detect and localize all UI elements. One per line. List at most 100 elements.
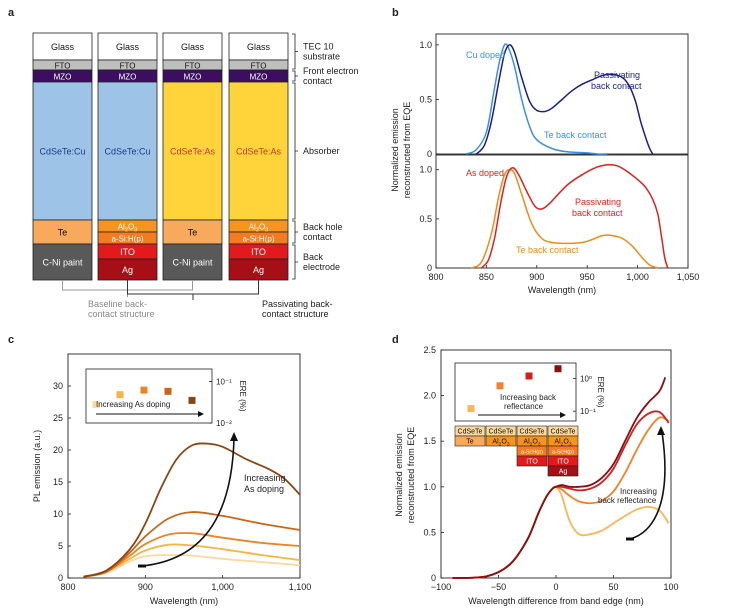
axes-frame (435, 154, 689, 269)
mini-stack-layer (454, 435, 486, 447)
mini-stack-label: CdSeTe (458, 429, 483, 436)
series-label: Te back contact (544, 130, 607, 140)
mini-stack-label: Te (466, 439, 474, 446)
stack-layer (32, 81, 93, 221)
y-axis-label: reconstructed from EQE (402, 102, 412, 199)
series-line (83, 511, 301, 578)
stack-layer-label: CdSeTe:As (236, 147, 282, 157)
series-line (83, 554, 301, 578)
stack-layer (162, 32, 223, 61)
y-tick-label: 5 (58, 541, 63, 551)
stack-layer-label: FTO (185, 62, 201, 71)
series-label: Passivating (575, 197, 621, 207)
panel-a: Glass FTO MZO CdSeTe:Cu Te C-Ni paint Glass FTO… (32, 32, 359, 319)
stack-layer-label: Al2O3 (118, 223, 138, 234)
x-tick-label: 1,000 (626, 272, 649, 282)
x-tick-label: 950 (580, 272, 595, 282)
arrow-curve (629, 431, 666, 540)
x-axis-label: Wavelength (nm) (150, 596, 218, 606)
inset-x-label: reflectance (504, 402, 544, 411)
y-tick-label: 1.5 (423, 436, 436, 446)
stack-layer (228, 32, 289, 61)
side-label: Absorber (303, 146, 340, 156)
inset-x-label: Increasing back (500, 393, 557, 402)
mini-stack-layer (485, 435, 517, 447)
series-label: Te back contact (516, 245, 579, 255)
stack-layer-label: CdSeTe:Cu (39, 147, 85, 157)
side-label: TEC 10 (303, 42, 334, 52)
mini-stack-layer (547, 465, 579, 477)
mini-stack-label: ITO (526, 459, 538, 466)
y-axis-label: PL emission (a.u.) (32, 430, 42, 502)
mini-stack-label: Al2O3 (523, 439, 540, 448)
inset-marker (188, 396, 196, 404)
y-tick-label: 1.0 (419, 40, 432, 50)
x-tick-label: 50 (608, 582, 618, 592)
stack-layer-label: C-Ni paint (42, 258, 83, 268)
inset-frame (454, 362, 577, 422)
y-tick-label: 0.5 (419, 214, 432, 224)
stack-layer (162, 243, 223, 281)
series-label: back contact (572, 208, 623, 218)
side-brace (292, 82, 298, 220)
x-axis-label: Wavelength difference from band edge (nm… (468, 596, 644, 606)
stack-layer (32, 32, 93, 61)
annotation-label: Increasing (620, 487, 657, 496)
inset-marker (467, 405, 475, 413)
mini-stack-label: CdSeTe (489, 429, 514, 436)
y-tick-label: 0 (427, 263, 432, 273)
x-axis-label: Wavelength (nm) (528, 285, 596, 295)
series-label: As doped (466, 168, 504, 178)
stack-layer-label: FTO (55, 62, 71, 71)
inset-frame (85, 368, 213, 424)
y-tick-label: 2.5 (423, 345, 436, 355)
mini-stack-label: Ag (559, 469, 568, 476)
stack-layer-label: MZO (119, 73, 137, 82)
inset-marker (92, 400, 100, 408)
series-line (465, 43, 608, 155)
stack-layer-label: Glass (181, 42, 205, 52)
x-tick-label: 1,050 (677, 272, 700, 282)
axes-frame (435, 33, 689, 155)
stack-layer-label: Glass (51, 42, 75, 52)
stack-layer-label: Glass (247, 42, 271, 52)
x-tick-label: 800 (428, 272, 443, 282)
y-tick-label: 1.0 (419, 165, 432, 175)
series-label: back contact (591, 81, 642, 91)
inset-arrow-head (560, 412, 566, 418)
inset-tick-label: 10⁻¹ (580, 407, 596, 416)
side-label: substrate (303, 52, 340, 62)
stack-layer-label: FTO (120, 62, 136, 71)
series-line (480, 163, 669, 269)
side-label: contact (303, 232, 333, 242)
inset-arrow-head (198, 411, 204, 417)
inset-tick-label: 10⁻¹ (216, 377, 232, 386)
axes-frame (67, 353, 301, 579)
passivating-label: Passivating back- (262, 299, 333, 309)
inset-tick-label: 10⁻² (216, 419, 232, 428)
x-tick-label: 1,100 (289, 582, 312, 592)
stack-layer-label: MZO (54, 73, 72, 82)
panel-label-a: a (8, 7, 15, 19)
mini-stack-label: CdSeTe (551, 429, 576, 436)
y-axis-label: Normalized emission (390, 108, 400, 192)
stack-layer-label: Ag (122, 265, 133, 275)
inset-marker (496, 382, 504, 390)
stack-layer-label: CdSeTe:Cu (104, 147, 150, 157)
panel-d: 0 0.5 1.0 1.5 2.0 2.5 −100 −50 0 50 100 Wavelength … (394, 345, 679, 606)
side-brace (292, 33, 298, 70)
stack-layer-label: MZO (250, 73, 268, 82)
series-line (452, 377, 667, 579)
panel-c: 0 5 10 15 20 25 30 800 900 1,000 1,100 Wavelength (… (32, 353, 312, 606)
inset-y-label: ERE (%) (596, 376, 605, 407)
y-tick-label: 15 (53, 477, 63, 487)
stack-layer (162, 219, 223, 245)
series-line (83, 442, 301, 578)
stack-layer-label: a-Si:H(p) (242, 235, 274, 244)
mini-stack-label: ITO (557, 459, 569, 466)
y-axis-label: Normalized emission (394, 433, 404, 517)
y-tick-label: 20 (53, 445, 63, 455)
stack-layer-label: C-Ni paint (172, 258, 213, 268)
stack-layer-label: a-Si:H(p) (111, 235, 143, 244)
mini-stack-label: Al2O3 (492, 439, 509, 448)
